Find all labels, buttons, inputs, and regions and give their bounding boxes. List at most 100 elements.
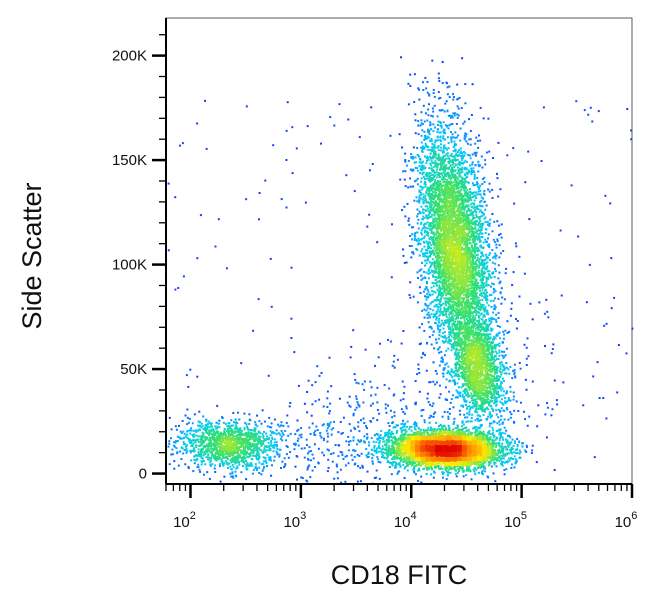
event-dot [246,447,249,450]
event-dot [209,439,212,442]
event-dot [495,404,498,407]
event-dot [381,453,384,456]
event-dot [466,405,469,408]
event-dot [252,451,255,454]
event-dot [490,329,493,332]
event-dot [442,181,445,184]
event-dot [420,166,423,169]
event-dot [174,425,177,428]
event-dot [402,248,404,251]
event-dot [246,445,249,448]
event-dot [440,357,443,360]
event-dot [478,233,481,235]
event-dot [448,96,451,99]
event-dot [502,403,505,406]
event-dot [468,154,471,157]
event-dot [426,148,429,151]
event-dot [501,442,504,445]
event-dot [167,249,170,252]
event-dot [492,429,495,432]
event-dot [436,305,439,308]
event-dot [297,444,300,447]
event-dot [470,167,473,170]
event-dot [186,430,189,433]
event-dot [604,194,607,197]
event-dot [450,374,453,377]
event-dot [441,292,444,295]
event-dot [488,464,491,467]
event-dot [448,85,451,88]
event-dot [490,465,493,468]
event-dot [489,218,492,221]
event-dot [422,290,425,293]
event-dot [203,436,206,439]
event-dot [238,431,241,434]
event-dot [477,296,480,299]
event-dot [276,452,279,455]
event-dot [341,453,344,456]
event-dot [411,238,413,241]
event-dot [472,320,475,323]
event-dot [314,466,317,468]
event-dot [428,131,430,134]
event-dot [449,114,452,117]
event-dot [252,429,255,432]
event-dot [311,422,314,425]
event-dot [434,174,437,177]
event-dot [434,182,437,185]
event-dot [390,435,393,438]
event-dot [505,400,508,403]
event-dot [468,210,471,213]
event-dot [447,168,450,171]
event-dot [256,452,258,455]
event-dot [197,451,200,454]
event-dot [476,271,479,274]
event-dot [521,442,524,445]
event-dot [461,425,463,428]
event-dot [488,259,491,261]
event-dot [398,437,400,440]
event-dot [597,110,600,113]
event-dot [403,424,406,426]
event-dot [184,443,187,446]
event-dot [498,345,501,348]
event-dot [403,178,406,181]
event-dot [257,454,260,457]
event-dot [357,403,360,406]
event-dot [392,394,395,397]
event-dot [427,159,430,161]
event-dot [186,416,189,419]
event-dot [449,178,452,180]
event-dot [268,449,271,452]
event-dot [416,222,419,225]
event-dot [437,184,440,187]
event-dot [461,183,464,186]
event-dot [469,170,472,173]
event-dot [492,472,495,475]
event-dot [366,225,369,228]
event-dot [483,410,486,413]
event-dot [455,136,458,139]
event-dot [199,214,202,217]
event-dot [433,156,436,158]
event-dot [489,413,492,416]
event-dot [372,440,375,443]
event-dot [515,459,518,462]
event-dot [456,373,459,376]
event-dot [377,450,380,453]
event-dot [461,404,464,407]
event-dot [245,198,248,201]
event-dot [491,442,494,444]
event-dot [444,308,447,311]
event-dot [476,205,479,208]
event-dot [422,215,425,218]
event-dot [463,188,466,191]
event-dot [447,428,450,431]
event-dot [476,323,479,326]
event-dot [457,166,459,169]
event-dot [439,313,442,316]
event-dot [407,460,410,463]
event-dot [412,252,415,255]
event-dot [245,434,248,437]
event-dot [359,466,362,469]
